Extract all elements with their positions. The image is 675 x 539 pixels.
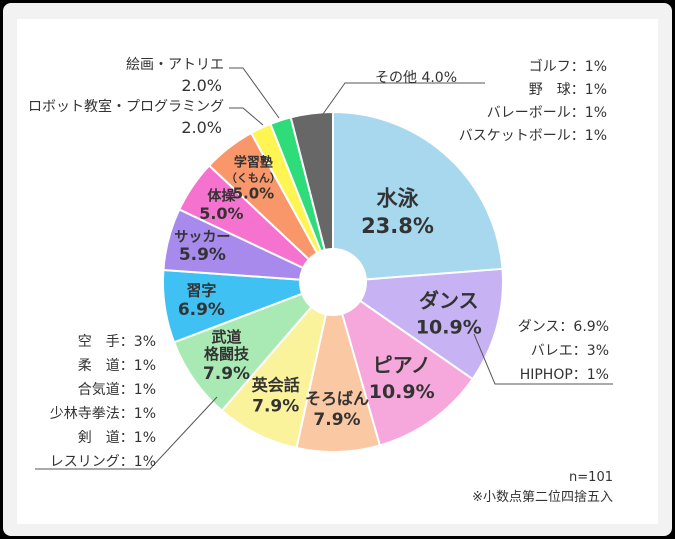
slice-1 <box>330 267 504 381</box>
slice-pct-6: 6.9% <box>178 300 225 320</box>
breakdown-budo-item: 少林寺拳法：1% <box>50 406 156 422</box>
breakdown-sonota-item: ゴルフ：1% <box>529 58 607 75</box>
leader-dance <box>473 333 613 385</box>
callout-sonota-label: その他 4.0% <box>375 70 457 86</box>
breakdown-sonota-item: 野 球：1% <box>529 82 607 98</box>
slice-12 <box>289 110 334 283</box>
breakdown-sonota-item: バレーボール：1% <box>487 105 607 121</box>
slice-0 <box>332 110 504 284</box>
breakdown-budo-item: 空 手：3% <box>78 334 156 350</box>
slice-label-6: 習字 <box>186 281 216 299</box>
slice-pct-1: 10.9% <box>416 316 482 338</box>
slice-label-0: 水泳 <box>377 187 420 211</box>
callout-robot-pct: 2.0% <box>181 118 222 137</box>
leader-budo <box>35 396 218 470</box>
rounding-note: ※小数点第二位四捨五入 <box>472 489 613 505</box>
slice-pct-2: 10.9% <box>369 381 435 403</box>
slice-pct-4: 7.9% <box>252 397 299 417</box>
sample-size-note: n=101 <box>569 470 613 485</box>
leader-lines <box>35 67 613 470</box>
slice-label-8: 体操 <box>207 187 236 204</box>
donut-hole <box>299 248 367 316</box>
breakdown-sonota-item: バスケットボール：1% <box>459 128 607 144</box>
outer-frame: 水泳 23.8% ダンス 10.9% ピアノ 10.9% そろばん 7.9% 英会話 7.9% 武道… <box>3 3 672 536</box>
slice-pct-5: 7.9% <box>203 364 250 384</box>
slice-pct-9: 5.0% <box>233 185 275 203</box>
slice-labels-group: 水泳23.8%ダンス10.9%ピアノ10.9%そろばん7.9%英会話7.9%武道… <box>174 154 481 430</box>
slice-pct-8: 5.0% <box>199 204 243 223</box>
slice-pct-0: 23.8% <box>361 214 434 238</box>
callout-robot-label: ロボット教室・プログラミング <box>28 98 224 115</box>
callout-kaiga-label: 絵画・アトリエ <box>126 57 224 73</box>
slice-label-9: （くもん） <box>226 171 281 184</box>
chart-card: 水泳 23.8% ダンス 10.9% ピアノ 10.9% そろばん 7.9% 英会話 7.9% 武道… <box>17 19 658 524</box>
breakdown-budo-item: 剣 道：1% <box>78 430 156 446</box>
slice-label-7: サッカー <box>174 230 230 246</box>
breakdown-dance-item: ダンス：6.9% <box>518 319 609 335</box>
breakdown-dance-item: バレエ：3% <box>531 343 609 359</box>
breakdown-dance-item: HIPHOP：1% <box>520 367 609 383</box>
breakdown-budo-item: 合気道：1% <box>78 382 156 398</box>
slice-label-2: ピアノ <box>373 353 431 377</box>
leader-robot <box>229 107 264 126</box>
callout-kaiga-pct: 2.0% <box>181 76 222 95</box>
slice-label-1: ダンス <box>419 289 479 313</box>
slice-label-3: そろばん <box>305 389 369 408</box>
breakdown-budo-item: レスリング：1% <box>50 454 156 470</box>
leader-sonota <box>322 82 485 115</box>
slice-label-5: 格闘技 <box>204 345 250 363</box>
donut-chart: 水泳23.8%ダンス10.9%ピアノ10.9%そろばん7.9%英会話7.9%武道… <box>28 57 613 505</box>
slice-label-9: 学習塾 <box>234 154 273 170</box>
leader-kaiga <box>229 67 280 119</box>
slice-label-5: 武道 <box>211 328 241 346</box>
slice-label-4: 英会話 <box>251 376 300 395</box>
slice-2 <box>331 279 474 447</box>
breakdown-budo-item: 柔 道：1% <box>78 358 156 374</box>
slices-group <box>162 110 504 453</box>
slice-pct-3: 7.9% <box>313 410 360 430</box>
slice-pct-7: 5.9% <box>179 245 226 265</box>
